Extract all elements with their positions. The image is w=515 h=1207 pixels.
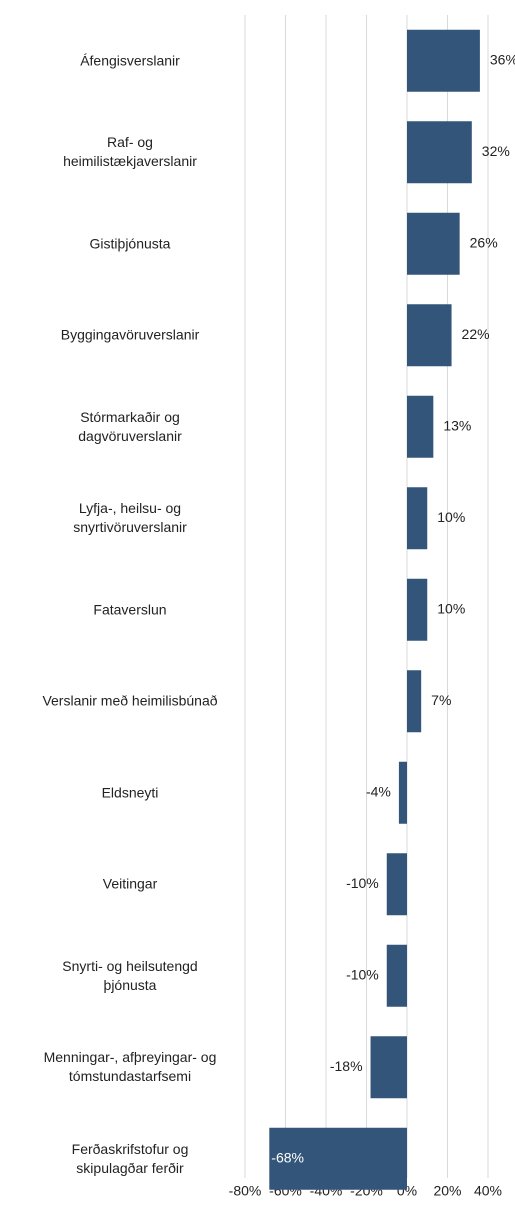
x-tick-label: 40% xyxy=(474,1183,502,1199)
bar xyxy=(407,670,422,733)
category-label: Raf- og heimilistækjaverslanir xyxy=(63,134,197,170)
bar xyxy=(370,1036,407,1099)
value-label: -4% xyxy=(366,783,391,799)
value-label: 10% xyxy=(437,509,465,525)
bar xyxy=(407,304,452,367)
category-label: Gistiþjónusta xyxy=(89,235,171,252)
value-label: 36% xyxy=(490,51,515,67)
category-label: Fataverslun xyxy=(93,601,167,618)
value-label: 22% xyxy=(462,326,490,342)
bar xyxy=(386,944,407,1007)
value-label: 26% xyxy=(470,234,498,250)
bar xyxy=(407,578,428,641)
category-label: Snyrti- og heilsutengd þjónusta xyxy=(62,957,198,993)
value-label: -68% xyxy=(271,1149,304,1165)
category-label: Byggingavöruverslanir xyxy=(60,326,200,343)
category-label: Menningar-, afþreyingar- og tómstundasta… xyxy=(43,1049,217,1085)
category-label: Lyfja-, heilsu- og snyrtivöruverslanir xyxy=(73,500,187,536)
category-label: Eldsneyti xyxy=(101,784,159,801)
category-label: Ferðaskrifstofur og skipulagðar ferðir xyxy=(71,1140,189,1176)
category-label: Veitingar xyxy=(102,875,158,892)
value-label: -10% xyxy=(346,875,379,891)
x-tick-label: 20% xyxy=(433,1183,461,1199)
value-label: 10% xyxy=(437,600,465,616)
value-label: 7% xyxy=(431,692,451,708)
value-label: 13% xyxy=(443,417,471,433)
value-label: -18% xyxy=(330,1058,363,1074)
x-tick-label: -80% xyxy=(229,1183,262,1199)
value-label: 32% xyxy=(482,143,510,159)
value-label: -10% xyxy=(346,966,379,982)
bar xyxy=(269,1127,407,1190)
category-label: Verslanir með heimilisbúnað xyxy=(42,692,218,709)
category-label: Stórmarkaðir og dagvöruverslanir xyxy=(78,408,182,444)
category-label: Áfengisverslanir xyxy=(80,52,180,69)
bar xyxy=(386,853,407,916)
bar xyxy=(407,395,434,458)
bar xyxy=(407,212,460,275)
bar xyxy=(407,121,472,184)
bar xyxy=(407,29,480,92)
bar xyxy=(398,761,407,824)
bar xyxy=(407,487,428,550)
